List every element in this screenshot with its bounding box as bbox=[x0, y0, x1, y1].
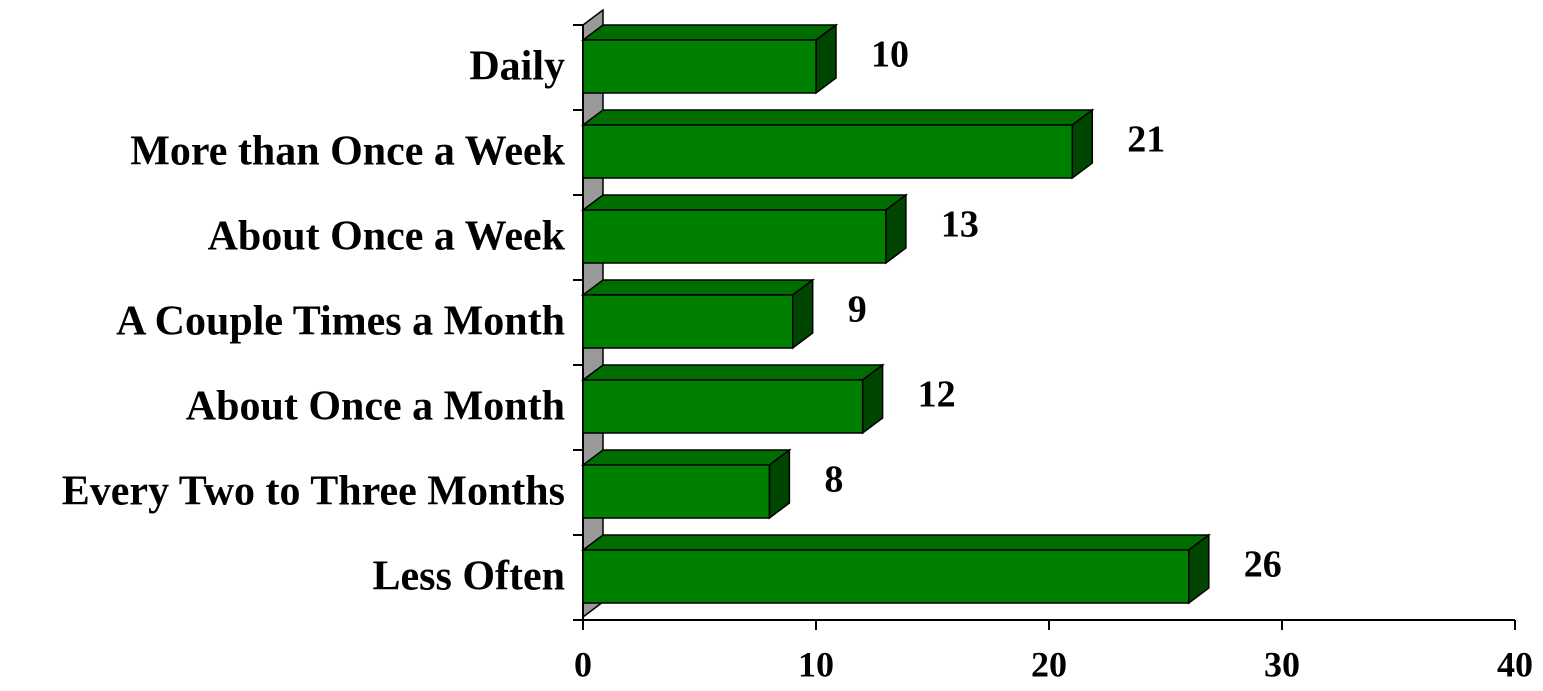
category-label: A Couple Times a Month bbox=[116, 299, 565, 345]
value-label: 26 bbox=[1244, 544, 1282, 586]
value-label: 12 bbox=[918, 374, 956, 416]
category-label: About Once a Week bbox=[208, 214, 566, 260]
bar-top bbox=[580, 279, 815, 296]
value-label: 10 bbox=[871, 34, 909, 76]
x-tick-label: 20 bbox=[1031, 644, 1067, 684]
bar bbox=[582, 39, 817, 94]
x-tick-label: 30 bbox=[1264, 644, 1300, 684]
category-label: Daily bbox=[469, 44, 565, 90]
value-label: 8 bbox=[824, 459, 843, 501]
bar bbox=[582, 209, 887, 264]
value-label: 21 bbox=[1127, 119, 1165, 161]
bar-top bbox=[580, 24, 839, 41]
bar-top bbox=[580, 194, 909, 211]
category-label: About Once a Month bbox=[186, 384, 565, 430]
category-label: More than Once a Week bbox=[130, 129, 565, 175]
category-label: Every Two to Three Months bbox=[62, 469, 565, 515]
x-tick-label: 0 bbox=[574, 644, 592, 684]
category-label: Less Often bbox=[373, 554, 566, 600]
x-tick-label: 40 bbox=[1497, 644, 1533, 684]
value-label: 9 bbox=[848, 289, 867, 331]
bar bbox=[582, 294, 794, 349]
bar bbox=[582, 124, 1074, 179]
bar-top bbox=[580, 534, 1212, 551]
bar-top bbox=[580, 109, 1095, 126]
bar-top bbox=[580, 449, 792, 466]
bar-top bbox=[580, 364, 885, 381]
bar bbox=[582, 464, 771, 519]
x-tick-label: 10 bbox=[798, 644, 834, 684]
bar bbox=[582, 549, 1190, 604]
bar bbox=[582, 379, 864, 434]
value-label: 13 bbox=[941, 204, 979, 246]
